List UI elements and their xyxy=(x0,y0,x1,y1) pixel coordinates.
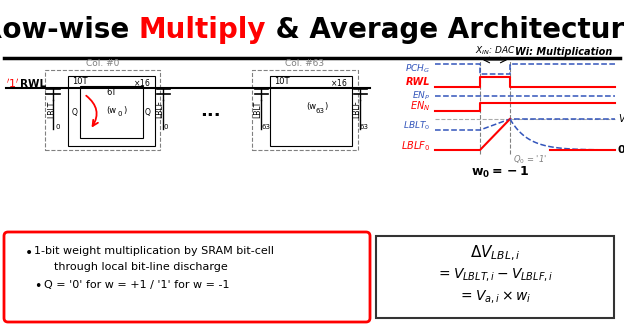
Text: $\mathit{'1'}$: $\mathit{'1'}$ xyxy=(6,77,20,90)
Text: 0: 0 xyxy=(618,145,624,155)
Text: Multiply: Multiply xyxy=(139,16,266,44)
Text: LBLT: LBLT xyxy=(253,100,263,118)
Text: $X_{IN}$: DAC: $X_{IN}$: DAC xyxy=(475,44,515,57)
Text: 0: 0 xyxy=(56,124,61,130)
Text: Q: Q xyxy=(72,108,78,117)
Text: 63: 63 xyxy=(316,108,324,114)
Text: $\times$16: $\times$16 xyxy=(134,77,151,88)
Text: 0: 0 xyxy=(163,124,167,130)
Text: 10T: 10T xyxy=(274,77,290,86)
Text: 0: 0 xyxy=(117,111,122,117)
Text: 10T: 10T xyxy=(72,77,87,86)
Text: $\mathbf{w_0=-1}$: $\mathbf{w_0=-1}$ xyxy=(470,165,529,180)
Bar xyxy=(270,76,352,146)
Bar xyxy=(45,70,160,150)
Text: $\Delta V_{LBL,i}$: $\Delta V_{LBL,i}$ xyxy=(470,244,520,263)
Text: & Average Architecture: & Average Architecture xyxy=(266,16,624,44)
Text: $LBLT_0$: $LBLT_0$ xyxy=(402,120,430,132)
Text: $EN_N$: $EN_N$ xyxy=(410,99,430,113)
Text: ): ) xyxy=(123,106,126,114)
Bar xyxy=(80,86,143,138)
Text: through local bit-line discharge: through local bit-line discharge xyxy=(54,262,228,272)
Text: Q: Q xyxy=(145,108,151,117)
Text: Col. #0: Col. #0 xyxy=(86,59,119,68)
Text: (w: (w xyxy=(107,106,117,114)
Bar xyxy=(376,236,614,318)
Text: $\times$16: $\times$16 xyxy=(331,77,348,88)
Text: RWL: RWL xyxy=(406,77,430,87)
Text: Wi: Multiplication: Wi: Multiplication xyxy=(515,47,612,57)
Text: $Q_0$ = '1': $Q_0$ = '1' xyxy=(513,154,547,167)
Text: 63: 63 xyxy=(360,124,369,130)
Text: (w: (w xyxy=(306,102,316,111)
Text: LBLT: LBLT xyxy=(47,100,57,118)
Text: 6T: 6T xyxy=(106,88,117,97)
Text: Col. #63: Col. #63 xyxy=(285,59,324,68)
Text: 63: 63 xyxy=(261,124,270,130)
Text: ...: ... xyxy=(200,102,220,120)
Text: $= V_{LBLT,i} - V_{LBLF,i}$: $= V_{LBLT,i} - V_{LBLF,i}$ xyxy=(436,266,553,283)
Text: $EN_P$: $EN_P$ xyxy=(412,90,430,102)
Text: 1-bit weight multiplication by SRAM bit-cell: 1-bit weight multiplication by SRAM bit-… xyxy=(34,246,274,256)
Text: •: • xyxy=(34,280,41,293)
Text: ): ) xyxy=(324,102,328,111)
FancyBboxPatch shape xyxy=(4,232,370,322)
Text: $V_{a0}$: $V_{a0}$ xyxy=(618,112,624,126)
Text: •: • xyxy=(25,246,33,260)
Text: RWL: RWL xyxy=(20,79,46,89)
Text: Q = '0' for w = +1 / '1' for w = -1: Q = '0' for w = +1 / '1' for w = -1 xyxy=(44,280,230,290)
Text: LBLF: LBLF xyxy=(155,100,165,118)
Bar xyxy=(252,70,358,150)
Text: $LBLF_0$: $LBLF_0$ xyxy=(401,139,430,153)
Bar xyxy=(68,76,155,146)
Text: $= V_{a,i} \times w_i$: $= V_{a,i} \times w_i$ xyxy=(458,288,532,305)
Text: $PCH_G$: $PCH_G$ xyxy=(405,63,430,75)
Text: Row-wise: Row-wise xyxy=(0,16,139,44)
Text: LBLF: LBLF xyxy=(353,100,361,118)
